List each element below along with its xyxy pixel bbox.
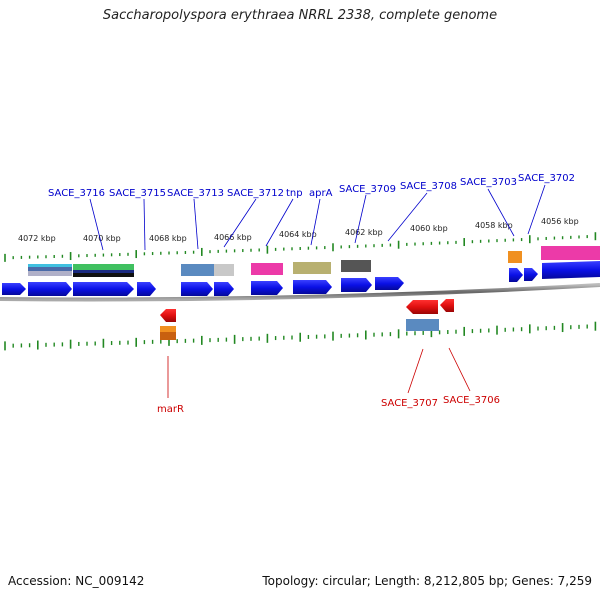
gene-label-sace-3716[interactable]: SACE_3716 (48, 188, 105, 199)
feature-boxes-upper (28, 246, 600, 277)
gene-arrow-forward[interactable] (293, 280, 332, 294)
gene-arrow-forward[interactable] (251, 281, 283, 295)
gene-arrow-forward[interactable] (509, 268, 523, 282)
gene-arrow-forward[interactable] (542, 261, 600, 279)
kbp-label: 4064 kbp (279, 230, 317, 239)
feature-box (406, 319, 439, 331)
gene-arrow-forward[interactable] (524, 268, 538, 281)
gene-label-sace-3713[interactable]: SACE_3713 (167, 188, 224, 199)
gene-arrow-forward[interactable] (28, 282, 72, 296)
gene-arrow-reverse[interactable] (160, 309, 176, 322)
forward-leader-lines (89, 184, 546, 251)
reverse-gene-arrows (160, 299, 454, 340)
kbp-label: 4072 kbp (18, 234, 56, 243)
kbp-label: 4068 kbp (149, 234, 187, 243)
gene-arrow-reverse[interactable] (440, 299, 454, 312)
gene-arrow-forward[interactable] (2, 283, 26, 295)
kbp-label: 4062 kbp (345, 228, 383, 237)
accession-text: Accession: NC_009142 (8, 574, 145, 588)
kbp-label: 4056 kbp (541, 217, 579, 226)
gene-label-sace-3715[interactable]: SACE_3715 (109, 188, 166, 199)
genome-title: Saccharopolyspora erythraea NRRL 2338, c… (102, 8, 498, 23)
genome-backbone (0, 283, 600, 302)
kbp-label: 4070 kbp (83, 234, 121, 243)
gene-label-sace-3712[interactable]: SACE_3712 (227, 188, 284, 199)
gene-arrow-forward[interactable] (73, 282, 134, 296)
kbp-label: 4058 kbp (475, 221, 513, 230)
gene-label-marr[interactable]: marR (157, 404, 184, 415)
lower-tick-track (4, 321, 597, 351)
topology-text: Topology: circular; Length: 8,212,805 bp… (262, 574, 592, 588)
feature-box (160, 326, 176, 332)
kbp-label: 4066 kbp (214, 233, 252, 242)
gene-label-sace-3706[interactable]: SACE_3706 (443, 395, 500, 406)
feature-box (160, 332, 176, 340)
gene-label-apra[interactable]: aprA (309, 188, 333, 199)
reverse-leader-lines (167, 347, 471, 398)
gene-arrow-forward[interactable] (214, 282, 234, 296)
gene-arrow-forward[interactable] (137, 282, 156, 296)
gene-arrow-forward[interactable] (341, 278, 372, 292)
upper-tick-track (4, 232, 597, 262)
gene-label-sace-3707[interactable]: SACE_3707 (381, 398, 438, 409)
gene-label-tnp[interactable]: tnp (286, 188, 303, 199)
forward-gene-arrows (2, 261, 600, 296)
gene-label-sace-3709[interactable]: SACE_3709 (339, 184, 396, 195)
gene-label-sace-3708[interactable]: SACE_3708 (400, 181, 457, 192)
gene-arrow-forward[interactable] (375, 277, 404, 290)
kbp-label: 4060 kbp (410, 224, 448, 233)
gene-label-sace-3703[interactable]: SACE_3703 (460, 177, 517, 188)
gene-arrow-reverse[interactable] (406, 300, 438, 314)
gene-label-sace-3702[interactable]: SACE_3702 (518, 173, 575, 184)
gene-arrow-forward[interactable] (181, 282, 213, 296)
